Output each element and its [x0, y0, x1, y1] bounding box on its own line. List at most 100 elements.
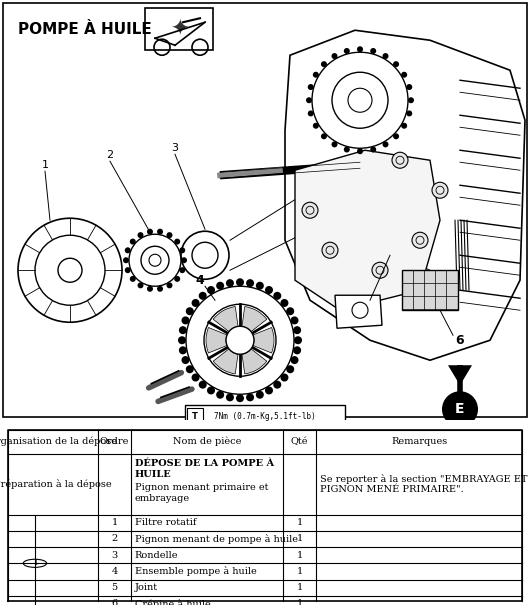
Circle shape: [306, 97, 312, 103]
Circle shape: [179, 247, 186, 253]
Circle shape: [383, 53, 388, 59]
Text: 1: 1: [111, 518, 118, 527]
Circle shape: [207, 387, 215, 394]
Circle shape: [141, 246, 169, 274]
Wedge shape: [242, 307, 267, 332]
Circle shape: [166, 283, 172, 289]
Circle shape: [207, 286, 215, 294]
Circle shape: [432, 182, 448, 198]
Text: Qté: Qté: [291, 437, 308, 446]
Circle shape: [321, 133, 327, 139]
Circle shape: [123, 257, 129, 263]
Text: Nom de pièce: Nom de pièce: [173, 437, 241, 446]
Text: Pignon menant primaire et
embrayage: Pignon menant primaire et embrayage: [135, 483, 268, 503]
Text: 7Nm (0.7m-Kg,5.1ft-lb): 7Nm (0.7m-Kg,5.1ft-lb): [214, 412, 316, 420]
Wedge shape: [253, 327, 274, 353]
Circle shape: [125, 247, 131, 253]
Circle shape: [130, 276, 136, 282]
Text: 6: 6: [111, 600, 118, 605]
Text: Rondelle: Rondelle: [135, 551, 178, 560]
Circle shape: [191, 299, 200, 307]
Circle shape: [265, 387, 273, 394]
Circle shape: [308, 84, 314, 90]
Circle shape: [181, 257, 187, 263]
Circle shape: [348, 88, 372, 113]
Text: 1: 1: [297, 518, 303, 527]
Text: 1: 1: [297, 567, 303, 576]
Circle shape: [236, 394, 244, 402]
Circle shape: [179, 326, 187, 334]
Circle shape: [408, 97, 414, 103]
Bar: [402, 270, 458, 310]
Circle shape: [344, 48, 350, 54]
Circle shape: [393, 133, 399, 139]
Circle shape: [246, 393, 254, 401]
Circle shape: [407, 111, 412, 116]
Circle shape: [442, 391, 478, 427]
Circle shape: [216, 282, 224, 290]
Circle shape: [344, 146, 350, 152]
Circle shape: [216, 391, 224, 399]
Text: 5: 5: [111, 583, 118, 592]
Text: 3: 3: [111, 551, 118, 560]
Circle shape: [273, 292, 281, 300]
Circle shape: [372, 262, 388, 278]
Circle shape: [308, 111, 314, 116]
Text: 4: 4: [111, 567, 118, 576]
Circle shape: [401, 123, 407, 129]
Text: Remarques: Remarques: [391, 437, 447, 446]
Circle shape: [280, 299, 288, 307]
Text: 1: 1: [297, 583, 303, 592]
Text: Crépine à huile: Crépine à huile: [135, 599, 210, 605]
Circle shape: [322, 242, 338, 258]
Text: Filtre rotatif: Filtre rotatif: [135, 518, 196, 527]
Text: DÉPOSE DE LA POMPE À
HUILE: DÉPOSE DE LA POMPE À HUILE: [135, 459, 273, 479]
Circle shape: [401, 72, 407, 77]
Circle shape: [199, 292, 207, 300]
Circle shape: [191, 373, 200, 382]
Circle shape: [137, 232, 144, 238]
Text: POMPE À HUILE: POMPE À HUILE: [18, 22, 152, 38]
Circle shape: [246, 279, 254, 287]
Text: Ensemble pompe à huile: Ensemble pompe à huile: [135, 566, 257, 577]
Circle shape: [137, 283, 144, 289]
Circle shape: [370, 146, 376, 152]
Circle shape: [130, 238, 136, 244]
Circle shape: [178, 336, 186, 344]
Text: 4: 4: [196, 273, 205, 287]
Circle shape: [179, 267, 186, 273]
Circle shape: [280, 373, 288, 382]
Circle shape: [290, 356, 298, 364]
Text: ✦: ✦: [170, 19, 188, 39]
Circle shape: [265, 286, 273, 294]
Circle shape: [352, 302, 368, 318]
Text: 1: 1: [41, 160, 49, 170]
Circle shape: [147, 229, 153, 235]
Circle shape: [392, 152, 408, 168]
Circle shape: [199, 381, 207, 388]
Text: Organisation de la dépose: Organisation de la dépose: [0, 437, 118, 446]
Circle shape: [157, 229, 163, 235]
Circle shape: [313, 123, 319, 129]
Circle shape: [357, 46, 363, 52]
Circle shape: [332, 72, 388, 128]
Text: 1: 1: [297, 600, 303, 605]
Text: Préparation à la dépose: Préparation à la dépose: [0, 479, 112, 489]
Circle shape: [393, 61, 399, 67]
Text: Joint: Joint: [135, 583, 157, 592]
Text: 5: 5: [386, 242, 394, 255]
Circle shape: [226, 326, 254, 355]
Circle shape: [273, 381, 281, 388]
Polygon shape: [295, 150, 440, 310]
Circle shape: [226, 393, 234, 401]
Circle shape: [181, 356, 190, 364]
Circle shape: [149, 254, 161, 266]
Bar: [145, 8, 213, 50]
Circle shape: [157, 286, 163, 292]
Circle shape: [302, 202, 318, 218]
Circle shape: [181, 316, 190, 324]
Text: E: E: [455, 402, 465, 416]
Wedge shape: [242, 349, 267, 374]
Circle shape: [147, 286, 153, 292]
Circle shape: [321, 61, 327, 67]
